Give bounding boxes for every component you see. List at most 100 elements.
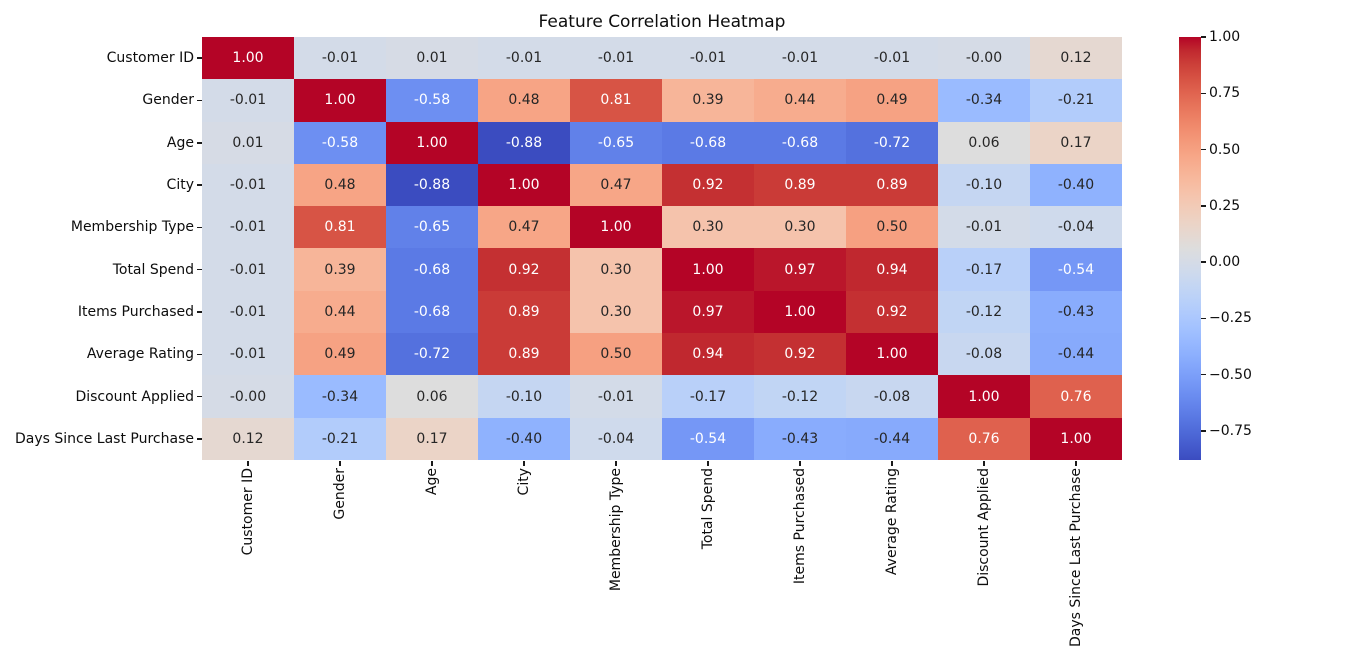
colorbar-tick [1201,92,1206,94]
heatmap-cell: 0.92 [754,333,846,376]
heatmap-cell: 0.12 [202,417,294,460]
x-axis-tick [799,460,801,466]
heatmap-cell: -0.01 [754,37,846,80]
heatmap-cell: -0.68 [662,121,754,164]
heatmap-cell: 1.00 [294,79,386,122]
heatmap-cell: -0.12 [938,290,1030,334]
x-axis-tick [983,460,985,466]
heatmap-cell: -0.01 [202,248,294,291]
heatmap-cell: -0.10 [478,375,570,418]
colorbar-tick [1201,36,1206,38]
heatmap-cell: -0.01 [202,206,294,249]
heatmap-cell: 1.00 [570,206,662,249]
y-tick-label: Customer ID [106,50,194,67]
heatmap-cell: -0.17 [662,375,754,418]
y-axis-tick [197,268,202,271]
heatmap-cell: 1.00 [1030,417,1122,460]
x-tick-label: Total Spend [700,468,716,550]
heatmap-cell: 0.48 [478,79,570,122]
x-tick-label: Membership Type [608,468,624,592]
heatmap-cell: 0.94 [846,248,938,291]
colorbar-tick [1201,373,1206,376]
heatmap-cell: 0.30 [754,206,846,249]
heatmap-cell: -0.08 [846,375,938,418]
y-tick-label: Items Purchased [77,303,194,320]
colorbar-tick [1201,205,1206,207]
y-axis-tick [197,353,202,355]
colorbar-tick-label: 0.50 [1209,141,1241,158]
heatmap-cell: 1.00 [754,290,846,334]
heatmap-cell: -0.21 [294,417,386,460]
heatmap-cell: -0.34 [294,375,386,418]
heatmap-cell: -0.88 [386,163,478,207]
chart-title: Feature Correlation Heatmap [538,12,786,32]
x-axis-tick [523,460,525,466]
heatmap-cell: 0.30 [570,248,662,291]
heatmap-cell: -0.68 [754,121,846,164]
heatmap-cell: 0.89 [754,163,846,207]
colorbar-tick-label: 0.00 [1209,254,1241,270]
y-tick-label: Membership Type [70,219,194,236]
heatmap-cell: -0.43 [1030,290,1122,334]
x-tick-label: City [516,468,532,496]
heatmap-cell: 0.01 [202,121,294,164]
heatmap-cell: -0.01 [478,37,570,80]
heatmap-cell: -0.01 [202,79,294,122]
heatmap-cell: 0.81 [570,79,662,122]
heatmap-cell: 0.06 [386,375,478,418]
heatmap-cell: 1.00 [938,375,1030,418]
heatmap-cell: 0.92 [478,248,570,291]
heatmap-cell: 0.92 [662,163,754,207]
colorbar-tick-label: 0.75 [1209,85,1241,102]
heatmap-cell: -0.65 [570,121,662,164]
heatmap-cell: -0.58 [386,79,478,122]
x-tick-label: Customer ID [240,468,256,556]
colorbar-tick-label: 1.00 [1209,29,1241,45]
heatmap-cell: 1.00 [202,37,294,80]
x-axis-tick [247,460,249,466]
y-tick-label: Gender [142,92,194,109]
heatmap-cell: -0.58 [294,121,386,164]
y-tick-label: Total Spend [112,261,194,278]
y-tick-label: Average Rating [86,346,194,363]
heatmap-cell: -0.43 [754,417,846,460]
heatmap-cell: 0.89 [478,290,570,334]
heatmap-cell: 0.17 [1030,121,1122,164]
heatmap-cell: 0.39 [294,248,386,291]
heatmap-cell: -0.65 [386,206,478,249]
y-axis-tick [197,184,202,186]
heatmap-cell: -0.00 [938,37,1030,80]
heatmap-cell: 0.01 [386,37,478,80]
heatmap-cell: 1.00 [478,163,570,207]
heatmap-cell: -0.40 [478,417,570,460]
colorbar-tick-label: −0.25 [1209,310,1252,327]
y-tick-label: Days Since Last Purchase [15,430,194,447]
heatmap-cell: -0.17 [938,248,1030,291]
heatmap-cell: 0.44 [754,79,846,122]
heatmap-cell: 0.47 [570,163,662,207]
heatmap-cell: -0.54 [1030,248,1122,291]
heatmap-cell: 1.00 [846,333,938,376]
heatmap-cell: -0.40 [1030,163,1122,207]
heatmap-cell: 0.44 [294,290,386,334]
heatmap-cell: 0.50 [570,333,662,376]
colorbar-tick-label: 0.25 [1209,197,1241,214]
heatmap-cell: 0.76 [1030,375,1122,418]
heatmap-cell: 0.49 [294,333,386,376]
heatmap-cell: -0.54 [662,417,754,460]
heatmap-cell: 0.48 [294,163,386,207]
colorbar-tick [1201,317,1206,319]
colorbar-tick-label: −0.75 [1209,422,1252,439]
heatmap-cell: 0.76 [938,417,1030,460]
heatmap-cell: -0.01 [202,290,294,334]
heatmap-cell: -0.01 [938,206,1030,249]
colorbar-tick-label: −0.50 [1209,366,1252,383]
heatmap-cell: 0.30 [570,290,662,334]
heatmap-cell: -0.72 [846,121,938,164]
colorbar-tick [1201,261,1206,263]
heatmap-cell: 0.39 [662,79,754,122]
heatmap-cell: 0.92 [846,290,938,334]
heatmap-cell: -0.44 [1030,333,1122,376]
heatmap-cell: -0.01 [570,375,662,418]
